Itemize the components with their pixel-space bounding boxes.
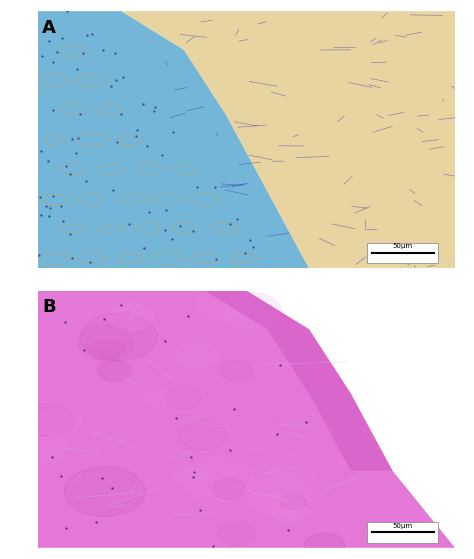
Circle shape <box>9 432 68 468</box>
Circle shape <box>173 467 208 489</box>
Circle shape <box>86 475 132 503</box>
Circle shape <box>165 387 201 409</box>
Circle shape <box>98 361 131 381</box>
Text: 50μm: 50μm <box>393 523 413 529</box>
Text: B: B <box>42 299 56 316</box>
Circle shape <box>182 457 254 502</box>
Circle shape <box>220 293 282 330</box>
Polygon shape <box>38 291 455 548</box>
FancyBboxPatch shape <box>367 522 438 543</box>
Circle shape <box>270 500 305 522</box>
FancyBboxPatch shape <box>367 243 438 263</box>
Circle shape <box>143 390 172 408</box>
Circle shape <box>109 303 154 331</box>
Circle shape <box>64 467 145 517</box>
Circle shape <box>304 533 345 558</box>
Circle shape <box>176 342 218 368</box>
Circle shape <box>80 313 157 361</box>
Circle shape <box>39 409 82 435</box>
Text: A: A <box>42 19 56 37</box>
Circle shape <box>21 404 73 436</box>
Circle shape <box>280 494 306 510</box>
Text: 50μm: 50μm <box>393 243 413 249</box>
Polygon shape <box>121 11 455 268</box>
Polygon shape <box>38 11 309 268</box>
Circle shape <box>90 340 125 362</box>
Circle shape <box>213 479 246 499</box>
Circle shape <box>265 492 311 520</box>
Polygon shape <box>205 291 392 471</box>
Circle shape <box>245 472 313 514</box>
Circle shape <box>234 424 276 451</box>
Circle shape <box>219 361 253 381</box>
Circle shape <box>68 304 136 346</box>
Circle shape <box>195 289 245 320</box>
Circle shape <box>218 522 256 546</box>
Circle shape <box>179 420 228 450</box>
Circle shape <box>78 325 133 359</box>
Circle shape <box>263 453 319 488</box>
